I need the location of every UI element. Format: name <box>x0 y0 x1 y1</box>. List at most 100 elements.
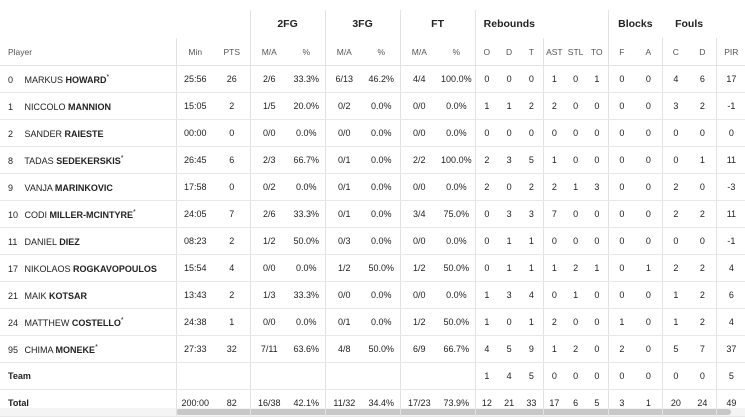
total-stat-stl: 6 <box>565 389 587 417</box>
player-number: 9 <box>8 182 14 193</box>
stat-fg3-pct: 50.0% <box>363 335 401 363</box>
player-row: 21 MAIK KOTSAR 13:43 2 1/3 33.3% 0/0 0.0% 0/0 0.… <box>0 281 745 309</box>
stat-pir: 4 <box>716 254 745 282</box>
col-pts[interactable]: PTS <box>214 38 251 66</box>
stat-c: 2 <box>662 173 690 201</box>
stat-t: 1 <box>520 227 544 255</box>
total-label: Total <box>0 389 177 417</box>
player-number: 2 <box>8 128 14 139</box>
stat-d: 1 <box>498 254 521 282</box>
player-cell[interactable]: 2 SANDER RAIESTE <box>0 119 177 147</box>
stat-d: 0 <box>498 119 521 147</box>
group-header-3fg: 3FG <box>325 10 401 38</box>
col-blk-f[interactable]: F <box>608 38 636 66</box>
player-cell[interactable]: 24 MATTHEW COSTELLO* <box>0 308 177 336</box>
player-number: 0 <box>8 74 14 85</box>
stat-pts: 0 <box>214 119 251 147</box>
stat-ast: 1 <box>543 65 566 93</box>
stat-fg2-ma: 0/2 <box>250 173 289 201</box>
player-row: 1 NICCOLO MANNION 15:05 2 1/5 20.0% 0/2 0.0% 0/… <box>0 92 745 120</box>
player-last-name: MANNION <box>68 101 112 112</box>
col-3fg-pct[interactable]: % <box>363 38 401 66</box>
total-stat-fg3-pct: 34.4% <box>363 389 401 417</box>
stat-stl: 0 <box>565 227 587 255</box>
stat-ast: 1 <box>543 254 566 282</box>
col-foul-c[interactable]: C <box>662 38 690 66</box>
stat-min: 26:45 <box>176 146 214 174</box>
stat-pts: 1 <box>214 308 251 336</box>
player-cell[interactable]: 95 CHIMA MONEKE* <box>0 335 177 363</box>
col-ft-ma[interactable]: M/A <box>400 38 439 66</box>
player-number: 10 <box>8 209 19 220</box>
player-last-name: RAIESTE <box>64 128 104 139</box>
stat-ft-pct: 0.0% <box>438 92 476 120</box>
col-foul-d[interactable]: D <box>689 38 717 66</box>
col-ast[interactable]: AST <box>543 38 566 66</box>
col-reb-o[interactable]: O <box>475 38 499 66</box>
stat-o: 2 <box>475 146 499 174</box>
stat-a: 0 <box>635 119 663 147</box>
stat-fd: 0 <box>689 173 717 201</box>
stat-ft-pct: 75.0% <box>438 200 476 228</box>
total-stat-o: 12 <box>475 389 499 417</box>
stat-fg3-ma: 0/3 <box>325 227 364 255</box>
stat-to: 1 <box>586 254 609 282</box>
stat-ft-ma: 3/4 <box>400 200 439 228</box>
stat-fg2-pct: 66.7% <box>288 146 326 174</box>
col-ft-pct[interactable]: % <box>438 38 476 66</box>
stat-ft-ma: 1/2 <box>400 254 439 282</box>
stat-c: 0 <box>662 146 690 174</box>
player-cell[interactable]: 9 VANJA MARINKOVIC <box>0 173 177 201</box>
team-stat-stl: 0 <box>565 362 587 390</box>
stat-to: 0 <box>586 200 609 228</box>
player-last-name: MONEKE <box>55 344 96 355</box>
player-cell[interactable]: 11 DANIEL DIEZ <box>0 227 177 255</box>
player-number: 95 <box>8 344 19 355</box>
player-cell[interactable]: 0 MARKUS HOWARD* <box>0 65 177 93</box>
col-blk-a[interactable]: A <box>635 38 663 66</box>
stat-c: 0 <box>662 119 690 147</box>
player-cell[interactable]: 21 MAIK KOTSAR <box>0 281 177 309</box>
col-2fg-ma[interactable]: M/A <box>250 38 289 66</box>
player-row: 11 DANIEL DIEZ 08:23 2 1/2 50.0% 0/3 0.0% 0/0 0.… <box>0 227 745 255</box>
col-min[interactable]: Min <box>176 38 214 66</box>
stat-pir: 37 <box>716 335 745 363</box>
player-last-name: MARINKOVIC <box>54 182 113 193</box>
stat-fg2-pct: 33.3% <box>288 200 326 228</box>
stat-ft-pct: 50.0% <box>438 254 476 282</box>
stat-ft-ma: 0/0 <box>400 92 439 120</box>
stat-fg3-ma: 0/1 <box>325 146 364 174</box>
stat-stl: 2 <box>565 254 587 282</box>
stat-fg2-pct: 20.0% <box>288 92 326 120</box>
stat-fg2-ma: 2/3 <box>250 146 289 174</box>
stat-t: 5 <box>520 146 544 174</box>
player-cell[interactable]: 17 NIKOLAOS ROGKAVOPOULOS <box>0 254 177 282</box>
col-pir[interactable]: PIR <box>716 38 745 66</box>
stat-min: 08:23 <box>176 227 214 255</box>
group-header-blank-2 <box>543 10 609 38</box>
stat-ft-pct: 0.0% <box>438 173 476 201</box>
col-3fg-ma[interactable]: M/A <box>325 38 364 66</box>
player-cell[interactable]: 1 NICCOLO MANNION <box>0 92 177 120</box>
stat-to: 0 <box>586 146 609 174</box>
player-last-name: HOWARD <box>65 74 107 85</box>
col-reb-t[interactable]: T <box>520 38 544 66</box>
team-stat-f: 0 <box>608 362 636 390</box>
col-stl[interactable]: STL <box>565 38 587 66</box>
player-cell[interactable]: 8 TADAS SEDEKERSKIS* <box>0 146 177 174</box>
stat-f: 0 <box>608 146 636 174</box>
col-to[interactable]: TO <box>586 38 609 66</box>
stat-a: 0 <box>635 281 663 309</box>
player-cell[interactable]: 10 CODI MILLER-MCINTYRE* <box>0 200 177 228</box>
stat-min: 27:33 <box>176 335 214 363</box>
group-header-blank <box>0 10 251 38</box>
player-row: 10 CODI MILLER-MCINTYRE* 24:05 7 2/6 33.3% 0/… <box>0 200 745 228</box>
stat-to: 0 <box>586 227 609 255</box>
player-first-name: MATTHEW <box>24 317 70 328</box>
stat-ft-ma: 0/0 <box>400 281 439 309</box>
col-player[interactable]: Player <box>0 38 177 66</box>
stat-c: 0 <box>662 227 690 255</box>
stat-a: 0 <box>635 227 663 255</box>
col-2fg-pct[interactable]: % <box>288 38 326 66</box>
col-reb-d[interactable]: D <box>498 38 521 66</box>
